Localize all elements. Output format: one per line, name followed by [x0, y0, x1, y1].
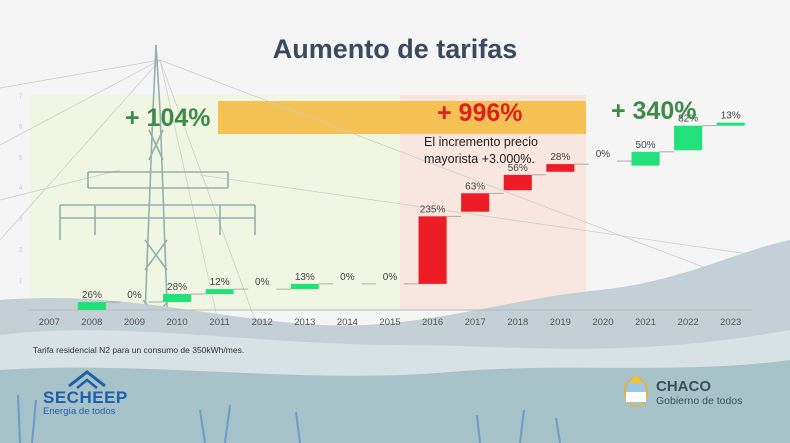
waterfall-bar	[290, 283, 319, 290]
x-tick-label: 2017	[465, 317, 486, 328]
data-label: 13%	[295, 272, 315, 283]
waterfall-bar	[163, 294, 192, 303]
x-tick-label: 2016	[422, 317, 443, 328]
waterfall-bar	[77, 302, 106, 310]
secheep-tagline: Energía de todos	[43, 406, 116, 417]
data-label: 0%	[340, 272, 355, 283]
waterfall-bar	[205, 289, 234, 295]
x-tick-label: 2009	[124, 317, 145, 328]
data-label: 26%	[82, 290, 102, 301]
x-tick-label: 2018	[507, 317, 528, 328]
waterfall-bar	[631, 151, 660, 166]
x-tick-label: 2020	[592, 317, 613, 328]
data-label: 0%	[127, 290, 142, 301]
hill-front	[0, 360, 790, 443]
chaco-brand: CHACO	[656, 378, 711, 395]
y-tick-label: 3	[19, 217, 23, 223]
x-tick-label: 2007	[39, 317, 60, 328]
waterfall-bar	[546, 164, 575, 172]
secheep-logo-icon	[68, 370, 106, 389]
waterfall-bar	[674, 125, 703, 151]
x-tick-label: 2013	[294, 317, 315, 328]
x-tick-label: 2010	[166, 317, 187, 328]
data-label: 56%	[508, 163, 528, 174]
chaco-seal-icon	[624, 376, 648, 407]
x-tick-label: 2021	[635, 317, 656, 328]
x-tick-label: 2022	[678, 317, 699, 328]
x-tick-label: 2019	[550, 317, 571, 328]
y-tick-label: 1	[19, 278, 23, 284]
data-label: 13%	[721, 111, 741, 122]
data-label: 0%	[596, 149, 611, 160]
data-label: 82%	[678, 114, 698, 125]
data-label: 63%	[465, 181, 485, 192]
secheep-brand: SECHEEP	[43, 388, 128, 407]
x-tick-label: 2008	[81, 317, 102, 328]
x-tick-label: 2014	[337, 317, 358, 328]
highlight-band	[218, 101, 586, 134]
waterfall-bar	[418, 216, 447, 284]
data-label: 235%	[420, 204, 446, 215]
period-increase-1: + 104%	[125, 104, 211, 132]
y-tick-label: 5	[19, 155, 23, 161]
waterfall-bar	[461, 193, 490, 212]
x-tick-label: 2015	[379, 317, 400, 328]
data-label: 0%	[383, 272, 398, 283]
x-tick-label: 2023	[720, 317, 741, 328]
period-increase-3: + 340%	[611, 97, 697, 125]
chaco-tagline: Gobierno de todos	[656, 395, 743, 407]
y-tick-label: 4	[19, 186, 23, 192]
y-tick-label: 2	[19, 248, 23, 254]
page-title: Aumento de tarifas	[272, 34, 518, 64]
secheep-logo: SECHEEP Energía de todos	[43, 370, 128, 417]
wholesale-note: El incremento precio mayorista +3.000%.	[424, 135, 538, 166]
data-label: 28%	[167, 282, 187, 293]
waterfall-bar	[503, 174, 532, 191]
data-label: 28%	[550, 152, 570, 163]
grass	[17, 394, 561, 443]
period-increase-2: + 996%	[437, 99, 523, 127]
y-tick-label: 6	[19, 125, 23, 131]
footnote: Tarifa residencial N2 para un consumo de…	[33, 345, 245, 355]
data-label: 0%	[255, 277, 270, 288]
waterfall-bar	[716, 122, 745, 126]
data-label: 12%	[210, 277, 230, 288]
x-tick-label: 2012	[252, 317, 273, 328]
x-tick-label: 2011	[209, 317, 229, 328]
y-tick-label: 7	[19, 94, 23, 100]
y-tick-label: 0	[19, 309, 23, 315]
data-label: 50%	[636, 140, 656, 151]
